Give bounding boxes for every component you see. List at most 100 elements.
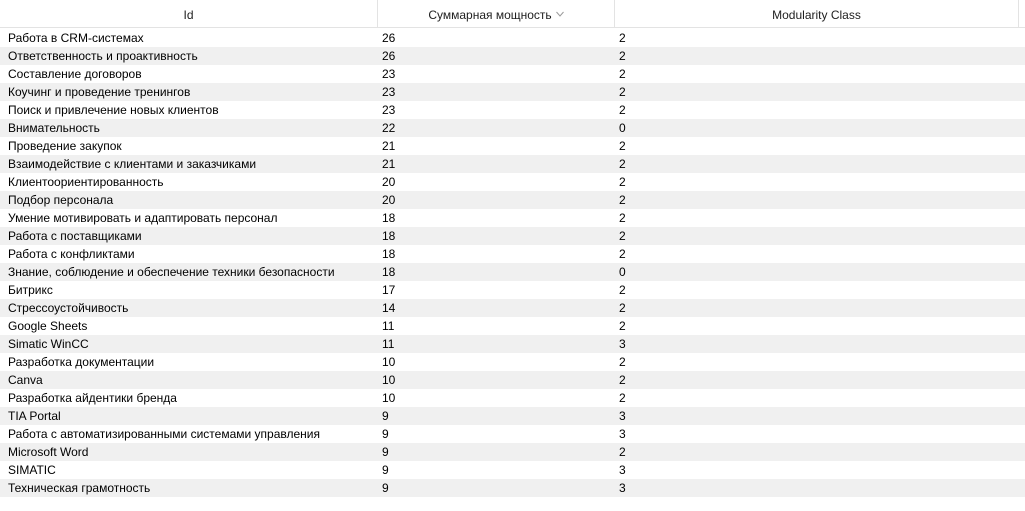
cell-total-power: 18: [382, 211, 396, 225]
column-header-label: Суммарная мощность: [428, 8, 552, 22]
cell-total-power: 14: [382, 301, 396, 315]
cell-total-power: 10: [382, 391, 396, 405]
cell-id: Техническая грамотность: [8, 481, 151, 495]
cell-id: Canva: [8, 373, 43, 387]
cell-modularity-class: 2: [619, 373, 626, 387]
cell-id: Подбор персонала: [8, 193, 114, 207]
cell-id: Составление договоров: [8, 67, 142, 81]
cell-modularity-class: 3: [619, 409, 626, 423]
table-row[interactable]: Разработка айдентики бренда 10 2: [0, 389, 1025, 407]
cell-modularity-class: 2: [619, 175, 626, 189]
table-row[interactable]: Взаимодействие с клиентами и заказчиками…: [0, 155, 1025, 173]
cell-modularity-class: 2: [619, 301, 626, 315]
cell-id: Разработка документации: [8, 355, 155, 369]
cell-total-power: 10: [382, 373, 396, 387]
column-header-modularity-class[interactable]: Modularity Class: [615, 0, 1019, 27]
table-row[interactable]: Знание, соблюдение и обеспечение техники…: [0, 263, 1025, 281]
cell-modularity-class: 2: [619, 445, 626, 459]
cell-total-power: 20: [382, 175, 396, 189]
table-row[interactable]: Simatic WinCC 11 3: [0, 335, 1025, 353]
cell-modularity-class: 0: [619, 265, 626, 279]
cell-total-power: 20: [382, 193, 396, 207]
table-row[interactable]: Поиск и привлечение новых клиентов 23 2: [0, 101, 1025, 119]
table-row[interactable]: Клиентоориентированность 20 2: [0, 173, 1025, 191]
cell-id: SIMATIC: [8, 463, 56, 477]
table-row[interactable]: TIA Portal 9 3: [0, 407, 1025, 425]
chevron-down-icon: [555, 11, 564, 17]
column-header-id[interactable]: Id: [0, 0, 378, 27]
cell-modularity-class: 3: [619, 337, 626, 351]
table-row[interactable]: Стрессоустойчивость 14 2: [0, 299, 1025, 317]
cell-total-power: 11: [382, 319, 395, 333]
cell-modularity-class: 2: [619, 31, 626, 45]
cell-modularity-class: 2: [619, 139, 626, 153]
cell-total-power: 10: [382, 355, 396, 369]
table-row[interactable]: Составление договоров 23 2: [0, 65, 1025, 83]
cell-total-power: 23: [382, 103, 396, 117]
cell-total-power: 18: [382, 229, 396, 243]
table-row[interactable]: Подбор персонала 20 2: [0, 191, 1025, 209]
table-row[interactable]: Проведение закупок 21 2: [0, 137, 1025, 155]
cell-id: Ответственность и проактивность: [8, 49, 198, 63]
cell-total-power: 23: [382, 67, 396, 81]
cell-modularity-class: 2: [619, 49, 626, 63]
cell-total-power: 9: [382, 427, 389, 441]
cell-modularity-class: 2: [619, 157, 626, 171]
table-row[interactable]: Ответственность и проактивность 26 2: [0, 47, 1025, 65]
cell-id: Поиск и привлечение новых клиентов: [8, 103, 219, 117]
table-row[interactable]: Microsoft Word 9 2: [0, 443, 1025, 461]
table-row[interactable]: Разработка документации 10 2: [0, 353, 1025, 371]
table-row[interactable]: Canva 10 2: [0, 371, 1025, 389]
table-row[interactable]: SIMATIC 9 3: [0, 461, 1025, 479]
cell-modularity-class: 2: [619, 67, 626, 81]
cell-modularity-class: 2: [619, 355, 626, 369]
table-row[interactable]: Работа с конфликтами 18 2: [0, 245, 1025, 263]
cell-modularity-class: 3: [619, 427, 626, 441]
table-row[interactable]: Битрикс 17 2: [0, 281, 1025, 299]
table-row[interactable]: Коучинг и проведение тренингов 23 2: [0, 83, 1025, 101]
cell-modularity-class: 0: [619, 121, 626, 135]
cell-modularity-class: 3: [619, 481, 626, 495]
cell-id: Умение мотивировать и адаптировать персо…: [8, 211, 278, 225]
table-row[interactable]: Google Sheets 11 2: [0, 317, 1025, 335]
cell-id: Google Sheets: [8, 319, 88, 333]
cell-id: Simatic WinCC: [8, 337, 89, 351]
cell-id: Взаимодействие с клиентами и заказчиками: [8, 157, 257, 171]
cell-modularity-class: 2: [619, 229, 626, 243]
cell-id: Проведение закупок: [8, 139, 122, 153]
cell-modularity-class: 2: [619, 247, 626, 261]
cell-id: Битрикс: [8, 283, 53, 297]
table-row[interactable]: Умение мотивировать и адаптировать персо…: [0, 209, 1025, 227]
cell-modularity-class: 2: [619, 193, 626, 207]
cell-id: TIA Portal: [8, 409, 61, 423]
cell-modularity-class: 3: [619, 463, 626, 477]
table-row[interactable]: Работа с автоматизированными системами у…: [0, 425, 1025, 443]
cell-total-power: 18: [382, 265, 396, 279]
cell-modularity-class: 2: [619, 85, 626, 99]
cell-total-power: 22: [382, 121, 396, 135]
cell-total-power: 9: [382, 463, 389, 477]
cell-modularity-class: 2: [619, 319, 626, 333]
cell-total-power: 26: [382, 49, 396, 63]
cell-total-power: 9: [382, 481, 389, 495]
column-header-total-power[interactable]: Суммарная мощность: [378, 0, 615, 27]
cell-id: Внимательность: [8, 121, 100, 135]
table-row[interactable]: Работа с поставщиками 18 2: [0, 227, 1025, 245]
cell-id: Коучинг и проведение тренингов: [8, 85, 191, 99]
table-header: Id Суммарная мощность Modularity Class: [0, 0, 1025, 28]
cell-id: Работа с автоматизированными системами у…: [8, 427, 320, 441]
cell-modularity-class: 2: [619, 391, 626, 405]
cell-total-power: 26: [382, 31, 396, 45]
cell-id: Стрессоустойчивость: [8, 301, 129, 315]
cell-total-power: 11: [382, 337, 395, 351]
table-row[interactable]: Внимательность 22 0: [0, 119, 1025, 137]
cell-modularity-class: 2: [619, 103, 626, 117]
table-row[interactable]: Работа в CRM-системах 26 2: [0, 29, 1025, 47]
table-row[interactable]: Техническая грамотность 9 3: [0, 479, 1025, 497]
cell-modularity-class: 2: [619, 283, 626, 297]
cell-id: Работа с конфликтами: [8, 247, 135, 261]
cell-id: Клиентоориентированность: [8, 175, 164, 189]
cell-total-power: 9: [382, 409, 389, 423]
cell-id: Работа с поставщиками: [8, 229, 142, 243]
